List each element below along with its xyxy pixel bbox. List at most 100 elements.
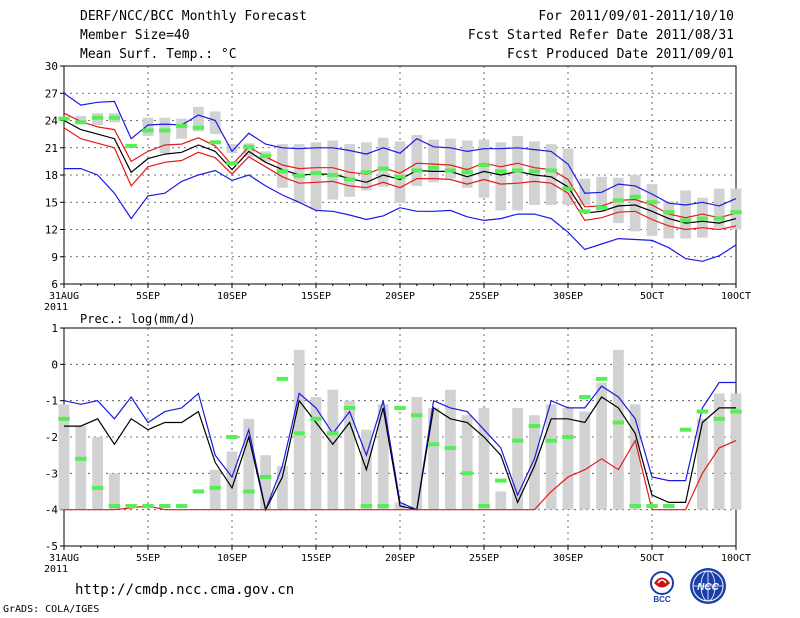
prec-obs-marker [394, 405, 406, 410]
temp-obs-marker [562, 186, 574, 191]
prec-spread-bar [579, 411, 591, 510]
prec-y-tick-label: -1 [45, 395, 58, 408]
temp-x-tick-label: 31AUG [49, 291, 79, 302]
temp-spread-bar [663, 201, 675, 239]
temp-obs-marker [612, 198, 625, 203]
prec-spread-bar [478, 407, 490, 510]
temp-spread-bar [142, 117, 154, 136]
temp-spread-bar [209, 111, 221, 135]
temp-spread-bar [596, 176, 607, 212]
temp-series-min [64, 168, 737, 262]
prec-year-label: 2011 [44, 564, 68, 575]
prec-spread-bar [344, 400, 355, 510]
temp-spread-bar [562, 148, 574, 205]
prec-spread-bar [327, 389, 339, 510]
temp-obs-marker [327, 173, 339, 177]
temp-obs-marker [679, 218, 692, 223]
temp-spread-bar [361, 142, 372, 191]
temp-spread-bar [713, 188, 725, 228]
prec-x-tick-label: 10SEP [217, 553, 247, 564]
prec-x-tick-label: 10OCT [721, 553, 751, 564]
prec-spread-bar [109, 473, 120, 510]
temp-y-tick-label: 9 [51, 251, 58, 264]
prec-obs-marker [175, 504, 188, 509]
prec-obs-marker [528, 424, 541, 429]
temp-spread-bar [629, 175, 641, 232]
prec-y-tick-label: -3 [45, 467, 58, 480]
temp-spread-bar [310, 142, 322, 210]
prec-x-tick-label: 25SEP [469, 553, 499, 564]
temp-obs-marker [343, 177, 356, 182]
prec-x-tick-label: 5SEP [136, 553, 160, 564]
temp-obs-marker [125, 143, 137, 148]
prec-obs-marker [310, 416, 322, 421]
temp-x-tick-label: 10SEP [217, 291, 247, 302]
temp-spread-bar [579, 178, 591, 205]
prec-obs-marker [142, 504, 154, 509]
prec-spread-bar [411, 397, 423, 510]
temp-obs-marker [394, 174, 406, 179]
ncc-logo-text: NCC [697, 582, 719, 593]
temp-obs-marker [259, 153, 272, 158]
prec-obs-marker [612, 420, 625, 425]
temp-obs-marker [511, 168, 524, 173]
temp-obs-marker [646, 200, 658, 205]
prec-obs-marker [276, 376, 289, 381]
prec-spread-bar [730, 393, 742, 510]
temp-spread-bar [327, 140, 339, 200]
prec-obs-marker [293, 431, 305, 436]
prec-y-tick-label: -5 [45, 540, 58, 553]
prec-spread-bar [629, 404, 641, 510]
temp-x-tick-label: 10OCT [721, 291, 751, 302]
temp-obs-marker [730, 210, 742, 215]
prec-x-tick-label: 20SEP [385, 553, 415, 564]
temp-obs-marker [629, 194, 641, 199]
temp-year-label: 2011 [44, 302, 68, 313]
temp-obs-marker [226, 161, 238, 166]
member-size: Member Size=40 [80, 28, 190, 43]
temp-obs-marker [276, 169, 289, 174]
prec-spread-bar [58, 404, 70, 510]
prec-spread-bar [562, 407, 574, 510]
temp-spread-bar [344, 144, 355, 197]
temp-spread-bar [495, 142, 507, 211]
temp-obs-marker [75, 120, 87, 125]
prec-obs-marker [427, 442, 440, 447]
prec-obs-marker [545, 438, 557, 443]
prec-spread-bar [495, 491, 507, 510]
temp-obs-marker [411, 168, 423, 173]
temp-x-tick-label: 15SEP [301, 291, 331, 302]
prec-y-tick-label: -4 [45, 504, 59, 517]
footer-url[interactable]: http://cmdp.ncc.cma.gov.cn [75, 582, 295, 598]
prec-y-tick-label: -2 [45, 431, 58, 444]
chart-title: DERF/NCC/BCC Monthly Forecast [80, 9, 307, 24]
temp-spread-bar [293, 144, 305, 204]
temp-obs-marker [461, 170, 473, 175]
temp-y-tick-label: 24 [45, 115, 59, 128]
temp-obs-marker [91, 115, 104, 120]
prec-obs-marker [75, 456, 87, 461]
temp-spread-bar [512, 135, 523, 211]
temp-x-tick-label: 30SEP [553, 291, 583, 302]
prec-obs-marker [377, 504, 389, 509]
prec-spread-bar [243, 418, 255, 510]
prec-obs-marker [226, 435, 238, 439]
temp-spread-bar [243, 143, 255, 157]
temp-y-tick-label: 12 [45, 224, 58, 237]
temp-spread-bar [193, 106, 204, 132]
temp-x-tick-label: 5OCT [640, 291, 664, 302]
bcc-logo: BCC [640, 568, 684, 604]
temp-obs-marker [175, 123, 188, 128]
temp-obs-marker [528, 169, 541, 174]
prec-obs-marker [495, 478, 507, 483]
temp-y-tick-label: 27 [45, 87, 58, 100]
temp-spread-bar [226, 144, 238, 154]
prec-y-tick-label: 0 [51, 358, 58, 371]
temp-obs-marker [663, 210, 675, 215]
temp-obs-marker [579, 209, 591, 214]
temp-x-tick-label: 20SEP [385, 291, 415, 302]
prec-x-tick-label: 30SEP [553, 553, 583, 564]
prec-obs-marker [461, 471, 473, 476]
prec-obs-marker [411, 413, 423, 418]
